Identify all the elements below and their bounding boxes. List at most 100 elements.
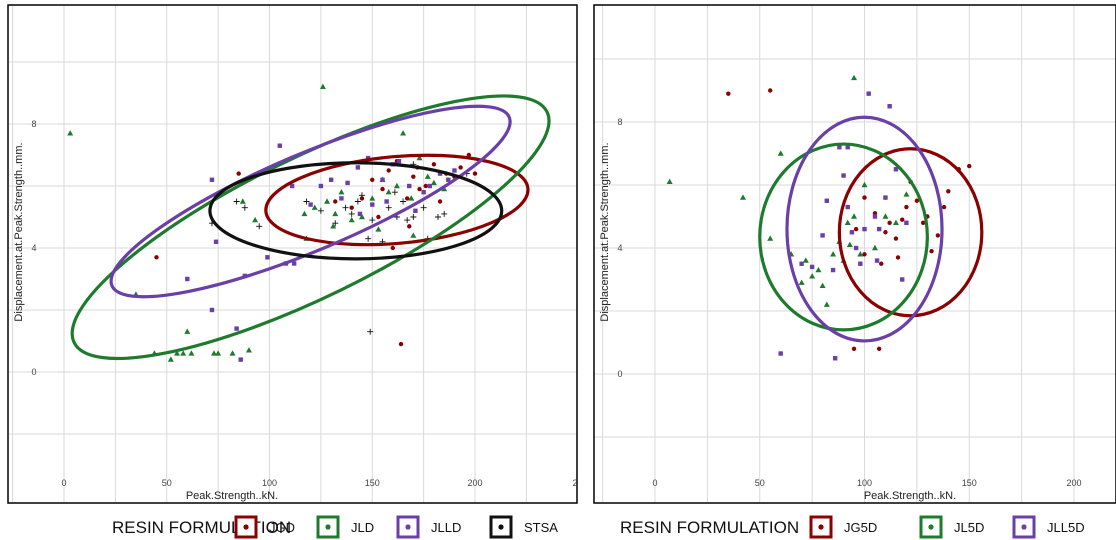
data-point — [876, 346, 882, 351]
data-point — [914, 198, 920, 203]
y-tick-label: 4 — [617, 243, 622, 253]
x-tick-label: 50 — [755, 478, 765, 488]
data-point — [866, 91, 871, 96]
series-jll5d — [778, 91, 909, 361]
data-point — [417, 186, 422, 192]
data-point — [820, 233, 825, 238]
x-tick-label: 100 — [857, 478, 872, 488]
confidence-ellipse-jlld — [109, 104, 512, 299]
data-point — [174, 350, 181, 356]
data-point — [328, 177, 334, 182]
data-point — [380, 177, 385, 182]
data-point — [844, 219, 851, 225]
data-point — [778, 351, 783, 356]
legend-item-jll5d: JLL5D — [1012, 515, 1085, 539]
data-point — [391, 189, 398, 196]
data-point — [358, 192, 365, 199]
data-point — [386, 168, 391, 173]
data-point — [431, 162, 437, 167]
confidence-ellipse-stsa — [208, 161, 504, 261]
data-point — [726, 91, 731, 96]
data-point — [324, 198, 331, 204]
data-point — [799, 261, 804, 266]
data-point — [413, 208, 418, 213]
data-point — [408, 195, 415, 201]
plot-frame — [593, 4, 1116, 504]
y-tick-label: 8 — [31, 119, 36, 129]
data-point — [213, 239, 219, 244]
data-point — [342, 204, 349, 211]
legend-label: JLLD — [431, 520, 461, 535]
data-point — [421, 190, 426, 195]
legend-label: JLL5D — [1047, 520, 1085, 535]
data-point — [358, 213, 365, 220]
data-point — [252, 216, 259, 223]
data-point — [167, 356, 174, 362]
y-axis-label: Displacement.at.Peak.Strength..mm. — [13, 142, 25, 321]
x-tick-label: 150 — [962, 478, 977, 488]
data-point — [245, 347, 252, 353]
x-axis-label: Peak.Strength..kN. — [864, 490, 956, 502]
data-point — [319, 83, 326, 89]
ellipse-group — [758, 115, 984, 343]
legend-item-jgd: JGD — [234, 515, 295, 539]
legend-swatch-dot — [498, 524, 504, 530]
legend-swatch-dot — [928, 524, 934, 530]
legend-item-stsa: STSA — [489, 515, 558, 539]
data-point — [798, 279, 805, 285]
data-point — [365, 235, 372, 242]
data-point — [239, 198, 246, 204]
data-point — [900, 277, 905, 282]
data-point — [830, 267, 836, 273]
data-point — [407, 224, 412, 229]
data-point — [920, 220, 926, 225]
data-point — [317, 207, 324, 214]
data-point — [441, 210, 448, 217]
data-point — [416, 154, 423, 161]
data-point — [184, 328, 191, 334]
data-point — [332, 210, 339, 217]
data-point — [241, 204, 248, 211]
legend-swatch-dot — [243, 524, 249, 530]
data-point — [185, 276, 190, 282]
data-point — [345, 180, 350, 186]
data-point — [154, 255, 159, 260]
confidence-ellipse-jgd — [264, 153, 530, 247]
y-tick-label: 0 — [31, 367, 36, 377]
data-point — [862, 195, 867, 200]
x-tick-label: 0 — [61, 478, 66, 488]
y-axis-label: Displacement.at.Peak.Strength..mm. — [599, 142, 611, 321]
left-scatter-panel: 0 50 100 150 200 0 4 8 2 Peak.Strength..kN. Displa… — [7, 4, 578, 539]
data-point — [887, 220, 892, 225]
data-point — [376, 214, 381, 220]
data-point — [348, 216, 355, 223]
data-point — [845, 204, 850, 210]
data-point — [874, 258, 880, 263]
data-point — [802, 257, 809, 263]
data-point — [893, 167, 899, 172]
data-point — [188, 350, 195, 356]
series-jld — [67, 83, 448, 362]
data-point — [398, 341, 404, 347]
data-point — [396, 159, 402, 164]
data-point — [879, 261, 884, 266]
legend-label: STSA — [524, 520, 558, 535]
data-point — [370, 202, 375, 207]
data-point — [338, 189, 345, 195]
data-point — [211, 350, 218, 356]
right-scatter-panel: 0 50 100 150 200 0 4 8 Peak.Strength..kN. Displac… — [593, 4, 1116, 539]
plot-background — [594, 5, 1116, 503]
x-tick-label: 200 — [467, 478, 482, 488]
data-point — [67, 130, 74, 136]
data-point — [424, 173, 431, 179]
data-point — [832, 356, 838, 361]
data-point — [904, 220, 909, 225]
data-point — [861, 181, 868, 188]
data-point — [407, 183, 412, 189]
data-point — [410, 214, 417, 220]
x-tick-label: 100 — [262, 478, 277, 488]
data-point — [458, 165, 463, 170]
data-point — [410, 232, 417, 238]
data-point — [437, 171, 443, 176]
data-point — [452, 168, 457, 173]
